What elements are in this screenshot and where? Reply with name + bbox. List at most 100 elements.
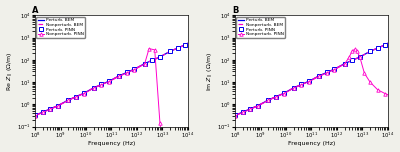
Nonperturb. PINN (142, 63, 147, 65)
Nonperturb. PINN (81, 93, 86, 95)
Perturb. PINN (240, 111, 245, 113)
Nonperturb. BEM (291, 87, 296, 89)
Nonperturb. BEM (240, 111, 245, 113)
Perturb. BEM (56, 105, 60, 107)
Perturb. PINN (332, 68, 337, 70)
Perturb. PINN (183, 44, 188, 46)
Perturb. BEM (33, 114, 38, 116)
Y-axis label: Im $Z_\parallel$ ($\Omega$/m): Im $Z_\parallel$ ($\Omega$/m) (206, 51, 216, 91)
Perturb. BEM (124, 72, 129, 73)
Nonperturb. PINN (256, 105, 260, 107)
Nonperturb. BEM (66, 99, 71, 101)
Perturb. BEM (40, 111, 45, 113)
Perturb. BEM (193, 38, 198, 40)
Nonperturb. BEM (106, 80, 111, 82)
Nonperturb. PINN (299, 84, 304, 86)
Text: A: A (32, 6, 38, 15)
Nonperturb. PINN (324, 72, 329, 74)
Perturb. PINN (99, 84, 104, 85)
Nonperturb. BEM (99, 84, 104, 85)
Nonperturb. PINN (147, 48, 152, 50)
Nonperturb. BEM (117, 75, 122, 77)
Perturb. PINN (40, 111, 45, 113)
Perturb. BEM (306, 80, 311, 82)
Perturb. BEM (66, 99, 71, 101)
Perturb. BEM (132, 68, 137, 70)
Perturb. PINN (281, 93, 286, 94)
Nonperturb. BEM (193, 38, 198, 40)
Nonperturb. BEM (233, 114, 238, 116)
Perturb. PINN (375, 47, 380, 49)
Nonperturb. BEM (383, 44, 388, 46)
Nonperturb. PINN (48, 108, 53, 110)
Nonperturb. BEM (124, 72, 129, 73)
Nonperturb. PINN (248, 108, 253, 110)
Perturb. PINN (256, 105, 260, 107)
Perturb. BEM (350, 59, 355, 61)
Nonperturb. PINN (66, 100, 71, 101)
Perturb. PINN (74, 96, 78, 98)
Line: Nonperturb. BEM: Nonperturb. BEM (35, 39, 196, 115)
Nonperturb. BEM (142, 63, 147, 64)
Perturb. PINN (193, 38, 198, 40)
Perturb. BEM (248, 108, 253, 110)
Perturb. PINN (168, 50, 172, 52)
Line: Nonperturb. BEM: Nonperturb. BEM (235, 39, 396, 115)
Legend: Perturb. BEM, Nonperturb. BEM, Perturb. PINN, Nonperturb. PINN: Perturb. BEM, Nonperturb. BEM, Perturb. … (36, 17, 85, 38)
Nonperturb. BEM (299, 84, 304, 85)
Nonperturb. PINN (306, 81, 311, 83)
Nonperturb. PINN (240, 112, 245, 113)
Nonperturb. BEM (317, 75, 322, 77)
Perturb. BEM (266, 99, 271, 101)
Nonperturb. BEM (375, 47, 380, 49)
Nonperturb. PINN (342, 63, 347, 65)
Perturb. BEM (106, 80, 111, 82)
Nonperturb. BEM (132, 68, 137, 70)
Perturb. BEM (175, 47, 180, 49)
Nonperturb. PINN (91, 87, 96, 89)
Perturb. BEM (74, 96, 78, 98)
Perturb. BEM (274, 96, 278, 98)
Perturb. PINN (274, 96, 278, 98)
Nonperturb. PINN (233, 115, 238, 117)
Nonperturb. BEM (33, 114, 38, 116)
Perturb. PINN (106, 80, 111, 82)
Perturb. PINN (175, 47, 180, 49)
Perturb. PINN (233, 114, 238, 116)
Line: Perturb. BEM: Perturb. BEM (35, 39, 196, 115)
Perturb. PINN (317, 75, 322, 77)
Nonperturb. PINN (358, 56, 362, 58)
Nonperturb. PINN (266, 100, 271, 101)
Nonperturb. PINN (347, 56, 352, 58)
Nonperturb. BEM (350, 59, 355, 61)
Nonperturb. BEM (158, 56, 162, 58)
Perturb. PINN (33, 114, 38, 116)
Perturb. BEM (158, 56, 162, 58)
Perturb. BEM (332, 68, 337, 70)
Nonperturb. PINN (354, 50, 359, 52)
Perturb. BEM (358, 56, 362, 58)
Perturb. BEM (168, 50, 172, 52)
Line: Nonperturb. PINN: Nonperturb. PINN (233, 47, 397, 118)
Nonperturb. BEM (324, 72, 329, 73)
Nonperturb. PINN (124, 72, 129, 74)
Nonperturb. PINN (106, 81, 111, 83)
Perturb. PINN (81, 93, 86, 94)
Perturb. PINN (66, 99, 71, 101)
Perturb. BEM (324, 72, 329, 73)
Perturb. PINN (358, 56, 362, 58)
Nonperturb. PINN (317, 76, 322, 77)
Nonperturb. PINN (117, 76, 122, 77)
Nonperturb. BEM (393, 38, 398, 40)
Perturb. PINN (117, 75, 122, 77)
X-axis label: Frequency (Hz): Frequency (Hz) (288, 142, 335, 146)
Nonperturb. PINN (132, 69, 137, 71)
Nonperturb. PINN (393, 97, 398, 98)
Perturb. BEM (240, 111, 245, 113)
Nonperturb. BEM (56, 105, 60, 107)
Text: B: B (232, 6, 238, 15)
Nonperturb. BEM (306, 80, 311, 82)
Perturb. PINN (350, 59, 355, 61)
Perturb. BEM (317, 75, 322, 77)
Nonperturb. PINN (352, 48, 357, 50)
